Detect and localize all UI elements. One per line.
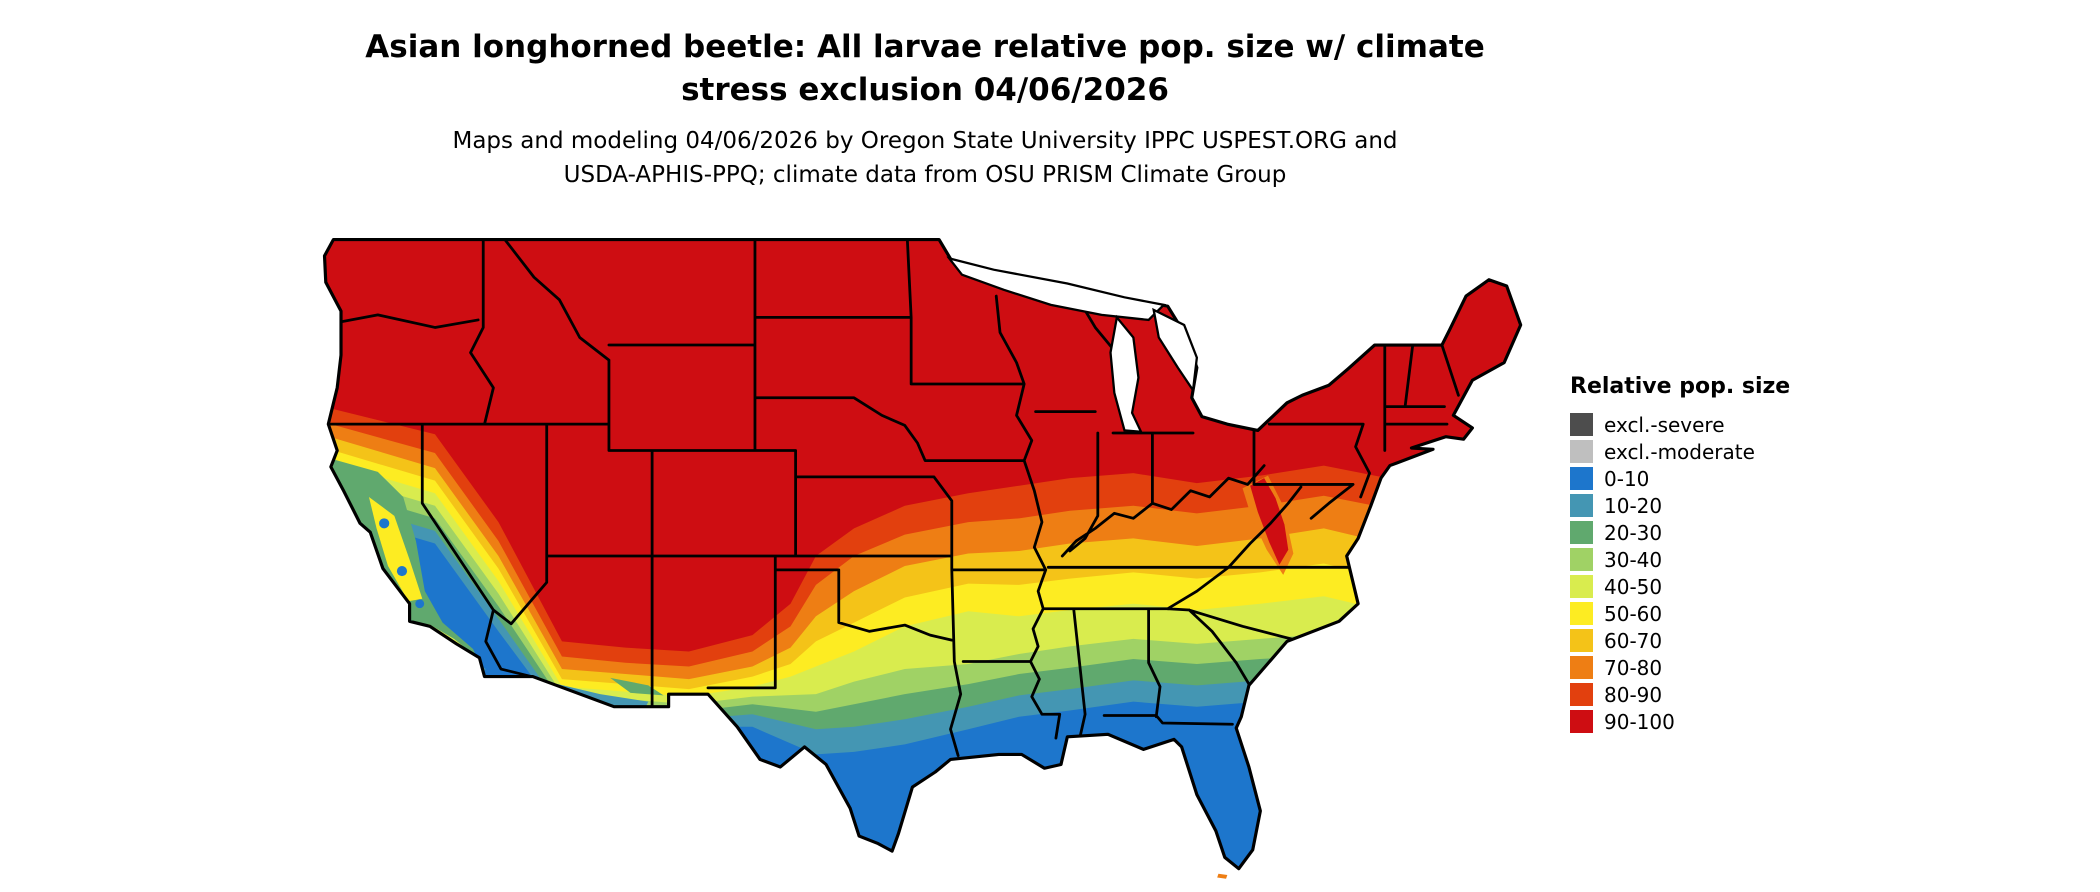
legend-item: 40-50 [1570,573,1790,600]
florida-keys-speck [1217,873,1228,879]
legend-swatch-60-70 [1570,629,1593,652]
legend-label: excl.-moderate [1604,439,1755,464]
legend-label: 70-80 [1604,655,1663,680]
title-line-2: stress exclusion 04/06/2026 [681,72,1169,108]
legend-label: 50-60 [1604,601,1663,626]
legend-swatch-80-90 [1570,683,1593,706]
legend-item: 10-20 [1570,492,1790,519]
legend-item: 30-40 [1570,546,1790,573]
legend-title: Relative pop. size [1570,374,1791,399]
legend-swatch-0-10 [1570,467,1593,490]
legend-item: 90-100 [1570,708,1790,735]
page-title: Asian longhorned beetle: All larvae rela… [170,26,1680,112]
title-line-1: Asian longhorned beetle: All larvae rela… [365,29,1485,65]
legend-swatch-40-50 [1570,575,1593,598]
appalachian-red-finger [1250,478,1289,565]
legend-label: excl.-severe [1604,412,1725,437]
legend-item: 70-80 [1570,654,1790,681]
legend-label: 60-70 [1604,628,1663,653]
coast-blue-speck-1 [379,518,390,529]
legend-label: 0-10 [1604,466,1650,491]
us-map [308,227,1527,880]
legend-item: 50-60 [1570,600,1790,627]
legend-swatch-excl-moderate [1570,440,1593,463]
legend-swatch-excl-severe [1570,413,1593,436]
legend-swatch-70-80 [1570,656,1593,679]
state-borders [324,239,1460,758]
legend-swatch-20-30 [1570,521,1593,544]
legend-label: 90-100 [1604,709,1675,734]
legend-label: 40-50 [1604,574,1663,599]
legend-item: excl.-moderate [1570,438,1790,465]
us-map-svg [322,237,1523,879]
lake-superior [946,256,1167,322]
legend-swatch-90-100 [1570,710,1593,733]
lake-michigan [1109,314,1143,433]
legend-item: 20-30 [1570,519,1790,546]
attribution: Maps and modeling 04/06/2026 by Oregon S… [170,124,1680,192]
coast-blue-speck-3 [415,599,425,609]
legend-item: excl.-severe [1570,411,1790,438]
attribution-line-2: USDA-APHIS-PPQ; climate data from OSU PR… [563,162,1287,188]
legend-item: 60-70 [1570,627,1790,654]
attribution-line-1: Maps and modeling 04/06/2026 by Oregon S… [452,128,1398,154]
legend-item: 80-90 [1570,681,1790,708]
legend-swatch-30-40 [1570,548,1593,571]
legend-swatch-50-60 [1570,602,1593,625]
legend-swatch-10-20 [1570,494,1593,517]
legend-label: 20-30 [1604,520,1663,545]
legend: Relative pop. size excl.-severe excl.-mo… [1570,374,1790,735]
legend-item: 0-10 [1570,465,1790,492]
legend-label: 80-90 [1604,682,1663,707]
arizona-border-green-patch [610,677,664,696]
coast-blue-speck-2 [396,566,408,577]
legend-label: 10-20 [1604,493,1663,518]
lake-huron [1152,307,1199,394]
legend-label: 30-40 [1604,547,1663,572]
